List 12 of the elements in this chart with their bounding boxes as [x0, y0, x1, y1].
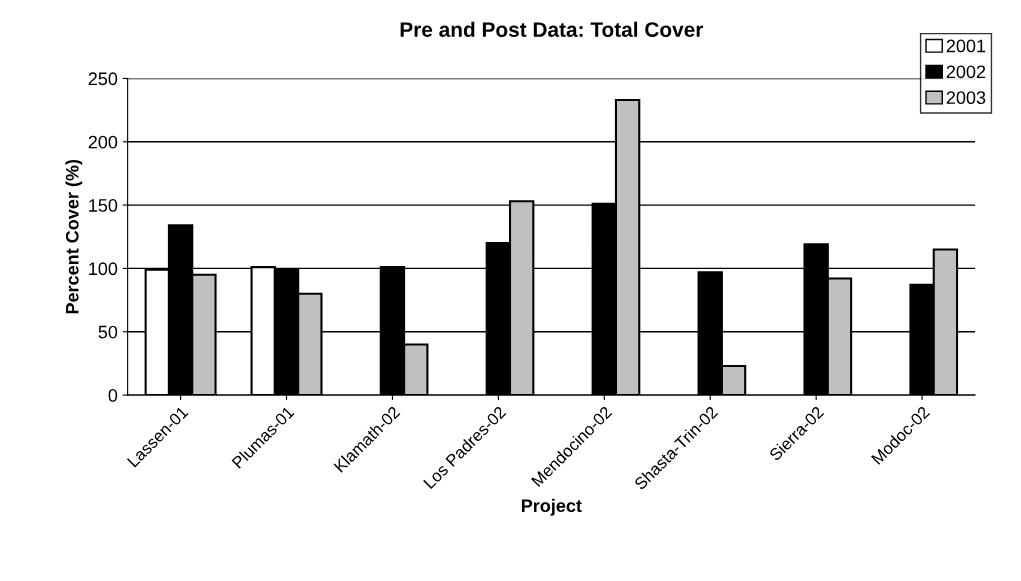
y-tick-label: 250 — [88, 72, 118, 86]
legend-label: 2001 — [946, 39, 986, 53]
y-tick-label: 150 — [89, 199, 118, 212]
y-axis-title: Percent Cover (%) — [65, 159, 83, 314]
y-tick-label: 200 — [88, 135, 118, 149]
y-tick-label: 0 — [108, 389, 118, 402]
legend-label: 2003 — [946, 91, 986, 105]
x-axis-title: Project — [521, 498, 582, 516]
y-tick-label: 100 — [89, 262, 118, 276]
legend-label: 2002 — [946, 65, 986, 79]
y-tick-label: 50 — [98, 325, 118, 339]
chart-title: Pre and Post Data: Total Cover — [400, 21, 704, 37]
